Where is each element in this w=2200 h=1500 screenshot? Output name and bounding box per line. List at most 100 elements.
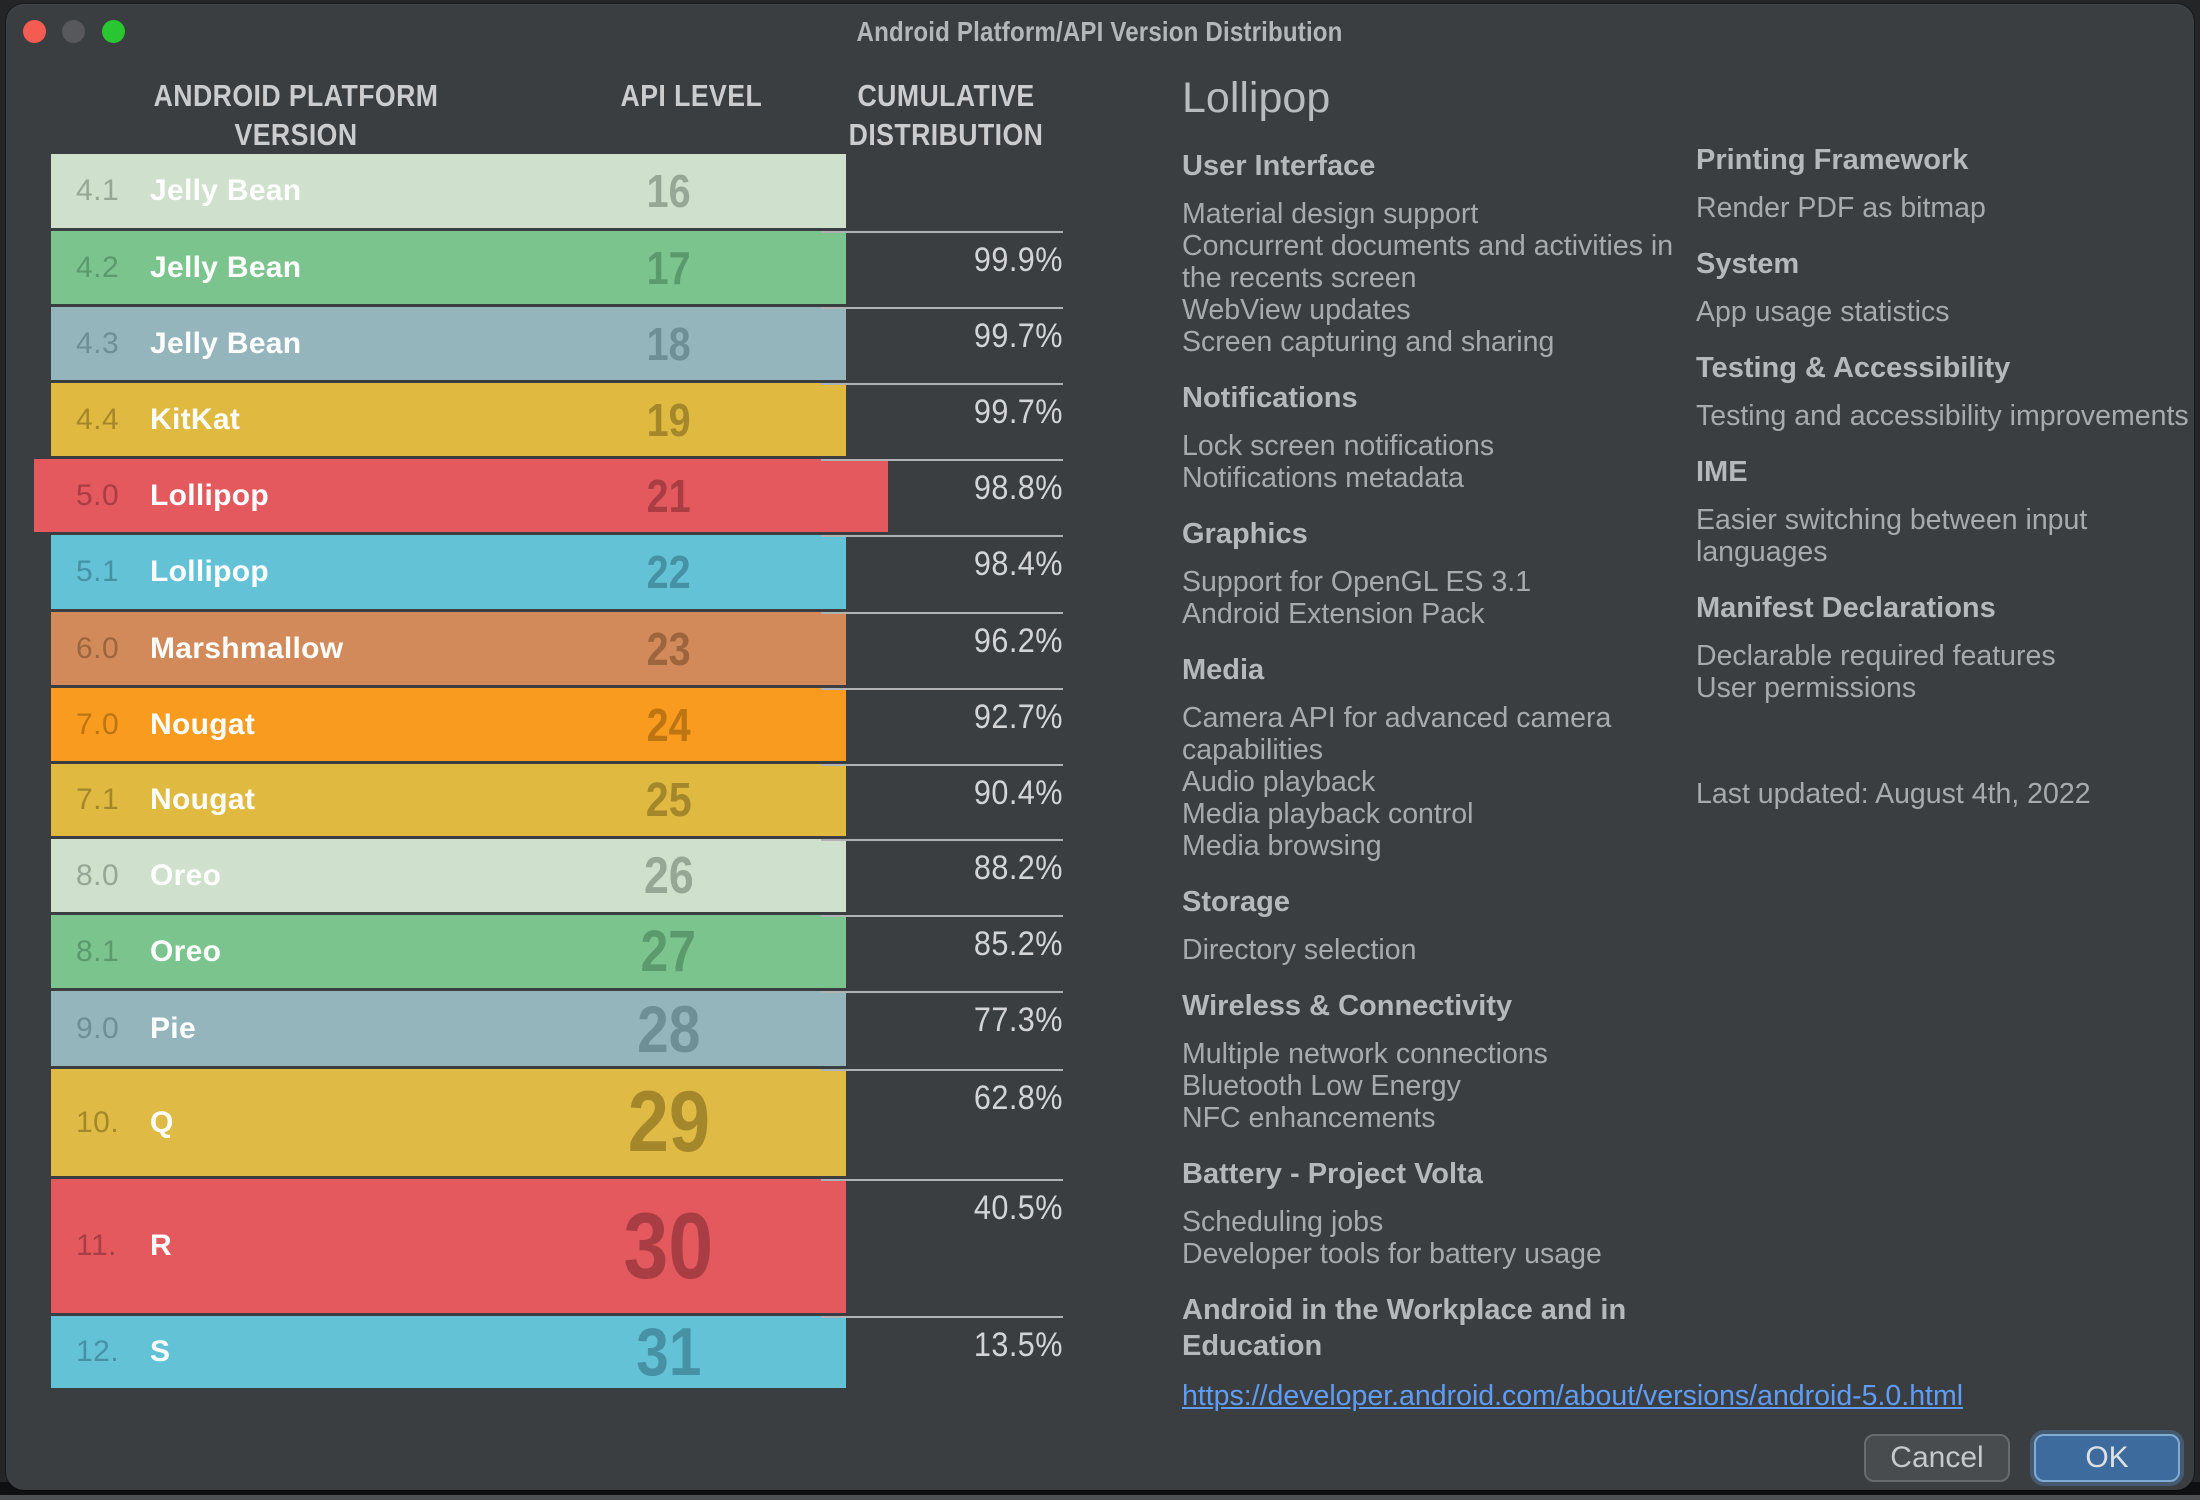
table-row: 5.0 Lollipop 21 98.8% [6, 459, 1106, 532]
feature-item: Scheduling jobs [1182, 1206, 1384, 1238]
section-items: Render PDF as bitmap [1696, 192, 2196, 224]
version-name: Nougat [150, 707, 256, 741]
version-name: Lollipop [150, 555, 270, 588]
version-bar-29[interactable]: 10. Q [51, 1069, 846, 1176]
version-name: Jelly Bean [150, 250, 302, 284]
api-level-value: 25 [645, 773, 692, 827]
api-level-value: 24 [646, 698, 691, 751]
api-level-value: 22 [646, 546, 691, 598]
section-heading: Graphics [1182, 518, 1308, 550]
table-row: 12. S 31 13.5% [6, 1314, 1106, 1390]
version-number: 8.1 [76, 934, 120, 968]
api-level-value: 30 [623, 1193, 714, 1298]
version-number: 4.4 [76, 402, 120, 436]
cumulative-distribution-value: 85.2% [973, 925, 1063, 963]
version-bar-27[interactable]: 8.1 Oreo [51, 915, 846, 988]
feature-item: App usage statistics [1696, 296, 1950, 328]
feature-item: User permissions [1696, 672, 1917, 704]
cumulative-distribution-cell: 62.8% [821, 1069, 1063, 1118]
cumulative-distribution-value: 98.8% [973, 469, 1063, 507]
version-name: Jelly Bean [150, 326, 302, 360]
cumulative-distribution-value: 96.2% [973, 622, 1063, 660]
feature-item: Bluetooth Low Energy [1182, 1070, 1461, 1102]
section-items: Easier switching between input languages [1696, 504, 2196, 568]
version-name: S [150, 1335, 171, 1368]
version-bar-30[interactable]: 11. R [51, 1179, 846, 1313]
table-row: 7.0 Nougat 24 92.7% [6, 688, 1106, 761]
version-bar-24[interactable]: 7.0 Nougat [51, 688, 846, 761]
section-items: App usage statistics [1696, 296, 2196, 328]
version-bar-21[interactable]: 5.0 Lollipop [34, 459, 888, 532]
cumulative-distribution-value: 90.4% [973, 774, 1063, 812]
section-heading: User Interface [1182, 150, 1376, 182]
table-row: 9.0 Pie 28 77.3% [6, 991, 1106, 1066]
zoom-window-button[interactable] [102, 20, 125, 43]
feature-item: Media playback control [1182, 798, 1474, 830]
version-name: Oreo [150, 858, 222, 892]
cumulative-distribution-value: 62.8% [973, 1079, 1063, 1117]
version-bar-25[interactable]: 7.1 Nougat [51, 764, 846, 836]
cumulative-distribution-cell: 99.7% [821, 383, 1063, 432]
cumulative-distribution-cell: 99.7% [821, 307, 1063, 356]
cumulative-distribution-value: 13.5% [973, 1326, 1063, 1364]
cumulative-distribution-cell: 13.5% [821, 1316, 1063, 1365]
close-window-button[interactable] [23, 20, 46, 43]
section-items: Directory selection [1182, 934, 1687, 966]
version-bar-23[interactable]: 6.0 Marshmallow [51, 612, 846, 685]
version-bar-31[interactable]: 12. S [51, 1316, 846, 1388]
version-bar-16[interactable]: 4.1 Jelly Bean [51, 154, 846, 228]
version-number: 4.1 [76, 174, 120, 207]
feature-item: WebView updates [1182, 294, 1411, 326]
section-items: Lock screen notifications Notifications m… [1182, 430, 1687, 494]
version-number: 7.1 [76, 783, 120, 816]
feature-item: Multiple network connections [1182, 1038, 1548, 1070]
version-number: 5.1 [76, 555, 120, 588]
feature-item: Directory selection [1182, 934, 1417, 966]
section-heading: Printing Framework [1696, 144, 1969, 176]
table-row: 5.1 Lollipop 22 98.4% [6, 535, 1106, 609]
section-heading: Wireless & Connectivity [1182, 990, 1513, 1022]
titlebar[interactable]: Android Platform/API Version Distributio… [6, 4, 2194, 56]
cumulative-distribution-value: 92.7% [973, 698, 1063, 736]
version-number: 8.0 [76, 858, 120, 892]
version-bar-22[interactable]: 5.1 Lollipop [51, 535, 846, 609]
version-bar-28[interactable]: 9.0 Pie [51, 991, 846, 1066]
cumulative-distribution-value: 99.7% [973, 317, 1063, 355]
version-bar-18[interactable]: 4.3 Jelly Bean [51, 307, 846, 380]
column-header-api-level: API LEVEL [620, 78, 762, 113]
release-notes-link[interactable]: https://developer.android.com/about/vers… [1182, 1380, 1964, 1412]
version-number: 5.0 [76, 478, 120, 512]
version-number: 4.2 [76, 250, 120, 284]
version-bar-19[interactable]: 4.4 KitKat [51, 383, 846, 456]
section-items: Scheduling jobs Developer tools for batte… [1182, 1206, 1687, 1270]
version-bar-26[interactable]: 8.0 Oreo [51, 839, 846, 912]
version-name: Marshmallow [150, 631, 344, 665]
cancel-button[interactable]: Cancel [1864, 1434, 2010, 1482]
ok-button[interactable]: OK [2034, 1434, 2180, 1482]
section-items: Support for OpenGL ES 3.1 Android Extensi… [1182, 566, 1687, 630]
section-heading: System [1696, 248, 1800, 280]
version-bar-17[interactable]: 4.2 Jelly Bean [51, 231, 846, 304]
version-number: 7.0 [76, 707, 120, 741]
feature-item: Testing and accessibility improvements [1696, 400, 2189, 432]
release-details-panel-right: Printing Framework Render PDF as bitmap Sy… [1696, 120, 2196, 810]
table-row: 4.3 Jelly Bean 18 99.7% [6, 307, 1106, 380]
cumulative-distribution-cell: 96.2% [821, 612, 1063, 661]
last-updated-text: Last updated: August 4th, 2022 [1696, 778, 2091, 810]
minimize-window-button [62, 20, 85, 43]
feature-item: Material design support [1182, 198, 1479, 230]
api-level-value: 19 [646, 393, 691, 446]
feature-item: Audio playback [1182, 766, 1376, 798]
cumulative-distribution-value: 99.7% [973, 393, 1063, 431]
version-number: 11. [76, 1229, 117, 1262]
version-number: 12. [76, 1335, 120, 1368]
version-number: 10. [76, 1105, 120, 1139]
background-edge [0, 1495, 2200, 1500]
table-row: 7.1 Nougat 25 90.4% [6, 764, 1106, 836]
table-row: 11. R 30 40.5% [6, 1179, 1106, 1313]
api-level-value: 23 [646, 622, 691, 675]
cumulative-distribution-cell: 40.5% [821, 1179, 1063, 1228]
section-heading: Android in the Workplace and in Educatio… [1182, 1294, 1627, 1362]
feature-item: Notifications metadata [1182, 462, 1464, 494]
feature-item: Declarable required features [1696, 640, 2056, 672]
